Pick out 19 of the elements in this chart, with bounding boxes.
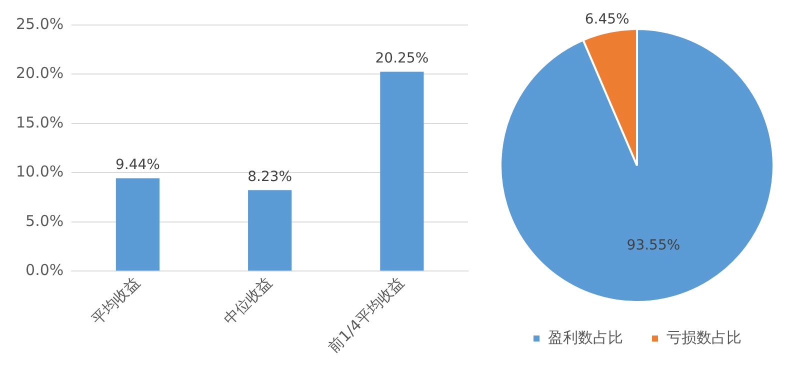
bar [116, 178, 160, 271]
data-label: 6.45% [584, 12, 630, 28]
x-tick-label: 前1/4平均收益 [324, 273, 408, 356]
y-tick-label: 0.0% [26, 261, 64, 280]
y-tick-label: 15.0% [16, 113, 64, 132]
bar [248, 190, 292, 271]
data-label: 93.55% [626, 237, 680, 254]
data-label: 9.44% [115, 156, 160, 173]
data-label: 20.25% [375, 50, 429, 66]
legend-label: 盈利数占比 [548, 328, 623, 346]
bar [380, 72, 424, 271]
data-label: 8.23% [248, 168, 292, 185]
x-tick-label: 中位收益 [220, 273, 276, 329]
legend-label: 亏损数占比 [666, 328, 742, 346]
y-tick-label: 10.0% [16, 162, 64, 181]
y-tick-label: 5.0% [26, 212, 64, 230]
y-tick-label: 20.0% [16, 64, 64, 82]
x-tick-label: 平均收益 [88, 273, 144, 329]
y-tick-label: 25.0% [16, 14, 64, 33]
